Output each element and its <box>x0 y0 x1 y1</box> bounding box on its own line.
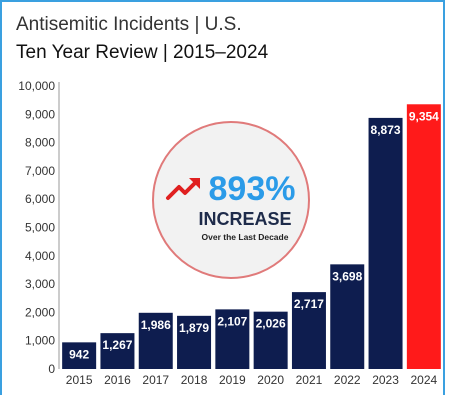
y-tick-label: 4,000 <box>25 249 55 263</box>
x-tick-label: 2024 <box>410 373 437 387</box>
y-tick-label: 1,000 <box>25 334 55 348</box>
y-tick-label: 7,000 <box>25 164 55 178</box>
y-axis-ticks: 0 1,000 2,000 3,000 4,000 5,000 6,000 7,000 8,00… <box>18 79 55 376</box>
y-tick-label: 8,000 <box>25 136 55 150</box>
y-tick-label: 3,000 <box>25 277 55 291</box>
bar-2017 <box>138 312 173 369</box>
increase-annotation: 893%INCREASE Over the Last Decade <box>152 121 310 279</box>
x-tick-label: 2016 <box>104 373 131 387</box>
bar-value-label: 3,698 <box>332 269 362 283</box>
y-tick-label: 9,000 <box>25 107 55 121</box>
y-tick-label: 2,000 <box>25 305 55 319</box>
annotation-circle <box>152 121 310 279</box>
chart-subtitle: Ten Year Review | 2015–2024 <box>16 42 269 63</box>
x-tick-label: 2023 <box>372 373 399 387</box>
bar-2019 <box>215 309 250 369</box>
bar-value-label: 942 <box>69 347 89 361</box>
y-tick-label: 10,000 <box>18 79 55 93</box>
bar-2024 <box>406 104 441 369</box>
x-tick-label: 2015 <box>66 373 93 387</box>
x-tick-label: 2021 <box>296 373 323 387</box>
x-tick-label: 2017 <box>142 373 169 387</box>
bar-2020 <box>253 311 288 369</box>
chart-title: Antisemitic Incidents | U.S. <box>16 14 242 35</box>
x-tick-label: 2019 <box>219 373 246 387</box>
x-tick-label: 2022 <box>334 373 361 387</box>
bar-value-label: 2,107 <box>217 314 247 328</box>
annotation-percent: 893% <box>209 170 296 208</box>
bar-2016 <box>100 333 135 369</box>
bars: 942 1,267 1,986 1,879 2,107 2,026 2,717 3,698 8,… <box>62 104 441 369</box>
bar-2015 <box>62 342 97 369</box>
bar-value-label: 8,873 <box>371 123 401 137</box>
annotation-headline: INCREASE <box>198 209 291 229</box>
x-tick-label: 2018 <box>181 373 208 387</box>
bar-2021 <box>291 292 326 369</box>
y-tick-label: 5,000 <box>25 221 55 235</box>
bar-value-label: 1,879 <box>179 321 209 335</box>
bar-value-label: 9,354 <box>409 109 439 123</box>
bar-2022 <box>330 264 365 369</box>
x-axis-ticks: 2015 2016 2017 2018 2019 2020 2021 2022 2023 2024 <box>66 373 438 387</box>
x-tick-label: 2020 <box>257 373 284 387</box>
y-tick-label: 6,000 <box>25 192 55 206</box>
annotation-subtext: Over the Last Decade <box>202 232 289 242</box>
bar-value-label: 2,026 <box>256 317 286 331</box>
bar-2018 <box>177 315 212 369</box>
bar-2023 <box>368 117 403 369</box>
bar-value-label: 1,267 <box>102 338 132 352</box>
trending-up-arrow-icon <box>166 178 200 200</box>
bar-value-label: 2,717 <box>294 297 324 311</box>
y-tick-label: 0 <box>48 362 55 376</box>
bar-value-label: 1,986 <box>141 318 171 332</box>
